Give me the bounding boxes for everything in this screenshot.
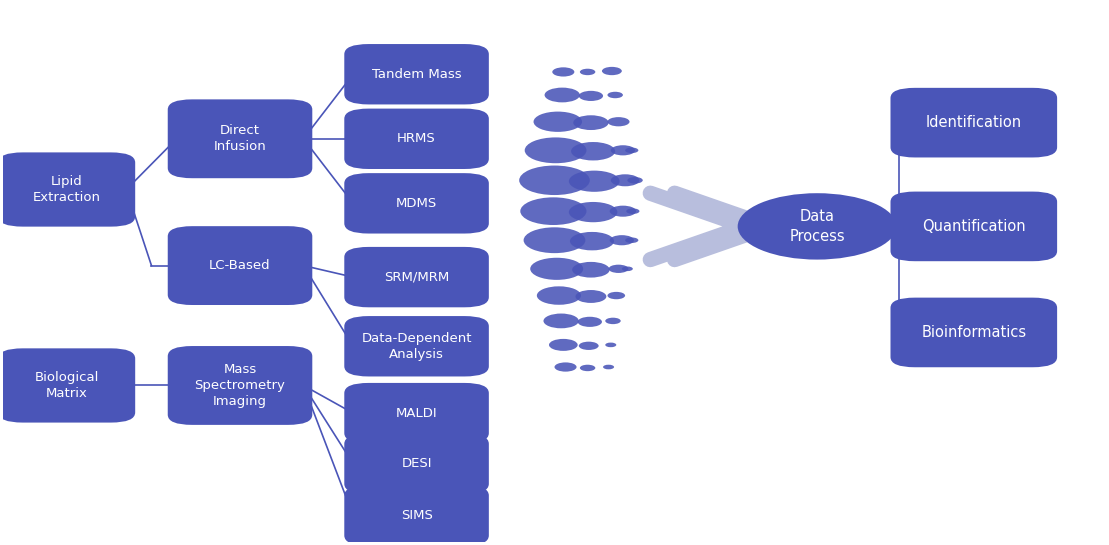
Circle shape bbox=[606, 343, 617, 347]
Circle shape bbox=[525, 137, 587, 164]
FancyBboxPatch shape bbox=[891, 88, 1057, 158]
Text: Data
Process: Data Process bbox=[790, 209, 845, 244]
Text: Quantification: Quantification bbox=[922, 219, 1026, 234]
Circle shape bbox=[552, 68, 574, 76]
Circle shape bbox=[569, 171, 620, 192]
Circle shape bbox=[520, 197, 587, 225]
Text: Biological
Matrix: Biological Matrix bbox=[34, 371, 99, 400]
Circle shape bbox=[533, 112, 582, 132]
Text: MALDI: MALDI bbox=[396, 407, 437, 420]
Text: LC-Based: LC-Based bbox=[210, 259, 271, 272]
Circle shape bbox=[545, 88, 580, 102]
FancyBboxPatch shape bbox=[344, 434, 489, 494]
Circle shape bbox=[625, 238, 639, 243]
Circle shape bbox=[627, 208, 640, 214]
Circle shape bbox=[609, 265, 629, 273]
Circle shape bbox=[580, 365, 596, 371]
FancyBboxPatch shape bbox=[344, 383, 489, 443]
Circle shape bbox=[628, 177, 643, 184]
Circle shape bbox=[611, 146, 635, 155]
FancyBboxPatch shape bbox=[344, 247, 489, 307]
Circle shape bbox=[610, 205, 637, 217]
Circle shape bbox=[737, 193, 896, 259]
FancyBboxPatch shape bbox=[167, 346, 313, 425]
Text: Lipid
Extraction: Lipid Extraction bbox=[33, 175, 101, 204]
FancyBboxPatch shape bbox=[891, 192, 1057, 261]
Circle shape bbox=[573, 116, 609, 130]
FancyBboxPatch shape bbox=[167, 99, 313, 178]
Text: Bioinformatics: Bioinformatics bbox=[922, 325, 1026, 340]
Circle shape bbox=[580, 69, 596, 75]
FancyBboxPatch shape bbox=[344, 44, 489, 105]
Circle shape bbox=[571, 142, 615, 160]
Circle shape bbox=[530, 258, 583, 280]
Circle shape bbox=[610, 235, 634, 245]
FancyBboxPatch shape bbox=[344, 108, 489, 169]
Circle shape bbox=[579, 342, 599, 350]
Circle shape bbox=[578, 317, 602, 327]
Circle shape bbox=[579, 91, 603, 101]
Circle shape bbox=[608, 92, 623, 98]
Text: Data-Dependent
Analysis: Data-Dependent Analysis bbox=[362, 332, 471, 361]
Circle shape bbox=[519, 166, 590, 195]
FancyBboxPatch shape bbox=[344, 485, 489, 545]
FancyBboxPatch shape bbox=[891, 298, 1057, 367]
FancyBboxPatch shape bbox=[0, 348, 135, 422]
Circle shape bbox=[602, 67, 622, 75]
Circle shape bbox=[543, 313, 579, 328]
Circle shape bbox=[611, 174, 640, 186]
FancyBboxPatch shape bbox=[344, 316, 489, 377]
Circle shape bbox=[549, 339, 578, 351]
Text: DESI: DESI bbox=[401, 457, 431, 470]
Circle shape bbox=[606, 318, 621, 324]
Text: Tandem Mass: Tandem Mass bbox=[372, 68, 461, 81]
Circle shape bbox=[608, 117, 630, 126]
Circle shape bbox=[537, 286, 581, 305]
Text: SRM/MRM: SRM/MRM bbox=[384, 271, 449, 283]
Circle shape bbox=[622, 267, 633, 271]
FancyBboxPatch shape bbox=[344, 173, 489, 234]
Circle shape bbox=[570, 232, 614, 250]
Circle shape bbox=[576, 290, 607, 303]
Text: MDMS: MDMS bbox=[396, 197, 437, 210]
FancyBboxPatch shape bbox=[0, 153, 135, 227]
Circle shape bbox=[625, 148, 639, 153]
Circle shape bbox=[554, 362, 577, 372]
Circle shape bbox=[569, 202, 618, 222]
Text: SIMS: SIMS bbox=[400, 509, 433, 522]
Circle shape bbox=[523, 227, 586, 253]
Text: HRMS: HRMS bbox=[397, 132, 436, 146]
FancyBboxPatch shape bbox=[167, 226, 313, 305]
Text: Mass
Spectrometry
Imaging: Mass Spectrometry Imaging bbox=[194, 363, 285, 408]
Text: Identification: Identification bbox=[926, 115, 1021, 130]
Circle shape bbox=[608, 292, 625, 299]
Circle shape bbox=[603, 365, 614, 370]
Text: Direct
Infusion: Direct Infusion bbox=[214, 124, 266, 153]
Circle shape bbox=[572, 262, 610, 277]
